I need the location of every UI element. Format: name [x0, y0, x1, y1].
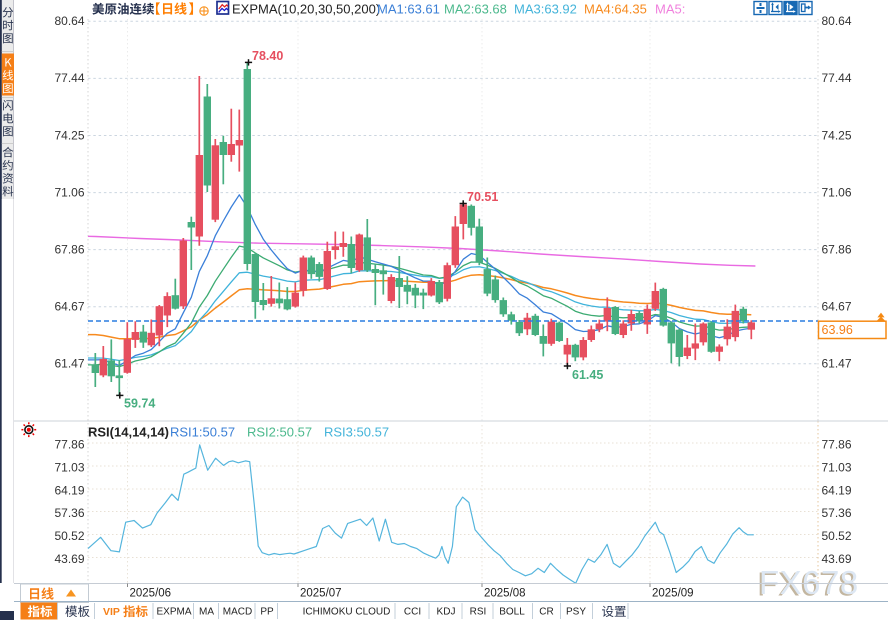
svg-text:43.69: 43.69 [54, 552, 84, 566]
svg-text:63.96: 63.96 [822, 323, 853, 337]
svg-text:MACD: MACD [223, 607, 252, 618]
svg-text:71.03: 71.03 [822, 460, 852, 474]
svg-text:74.25: 74.25 [54, 128, 84, 142]
svg-text:BOLL: BOLL [499, 607, 525, 618]
svg-text:61.47: 61.47 [822, 357, 852, 371]
svg-text:64.19: 64.19 [822, 483, 852, 497]
svg-text:50.52: 50.52 [54, 529, 84, 543]
svg-text:RSI3:50.57: RSI3:50.57 [324, 425, 389, 440]
svg-text:2025/09: 2025/09 [652, 588, 694, 600]
svg-text:64.19: 64.19 [54, 483, 84, 497]
svg-text:77.86: 77.86 [54, 437, 84, 451]
svg-text:77.44: 77.44 [54, 71, 84, 85]
svg-text:CCI: CCI [404, 607, 421, 618]
svg-text:43.69: 43.69 [822, 552, 852, 566]
svg-text:77.44: 77.44 [822, 71, 852, 85]
svg-text:67.86: 67.86 [822, 242, 852, 256]
svg-text:80.64: 80.64 [822, 14, 852, 28]
svg-text:EXPMA(10,20,30,50,200): EXPMA(10,20,30,50,200) [232, 2, 380, 17]
svg-text:PSY: PSY [566, 607, 586, 618]
svg-text:MA2:63.68: MA2:63.68 [444, 2, 507, 17]
svg-text:PP: PP [260, 607, 274, 618]
svg-text:ICHIMOKU CLOUD: ICHIMOKU CLOUD [303, 607, 391, 618]
svg-text:77.86: 77.86 [822, 437, 852, 451]
svg-text:EXPMA: EXPMA [156, 607, 191, 618]
svg-text:2025/08: 2025/08 [484, 588, 526, 600]
svg-text:2025/07: 2025/07 [300, 588, 342, 600]
svg-text:MA1:63.61: MA1:63.61 [377, 2, 440, 17]
svg-text:RSI: RSI [470, 607, 487, 618]
svg-text:61.47: 61.47 [54, 357, 84, 371]
svg-text:MA: MA [199, 607, 214, 618]
svg-text:50.52: 50.52 [822, 529, 852, 543]
svg-text:71.06: 71.06 [822, 185, 852, 199]
svg-text:78.40: 78.40 [252, 49, 283, 63]
svg-text:CR: CR [539, 607, 553, 618]
svg-text:MA3:63.92: MA3:63.92 [514, 2, 577, 17]
svg-text:2025/06: 2025/06 [130, 588, 172, 600]
svg-text:64.67: 64.67 [822, 300, 852, 314]
svg-text:70.51: 70.51 [467, 190, 498, 204]
svg-text:RSI1:50.57: RSI1:50.57 [170, 425, 235, 440]
svg-text:MA5:: MA5: [655, 2, 685, 17]
svg-text:FX678: FX678 [759, 564, 859, 601]
svg-text:RSI2:50.57: RSI2:50.57 [247, 425, 312, 440]
svg-text:MA4:64.35: MA4:64.35 [584, 2, 647, 17]
svg-text:KDJ: KDJ [437, 607, 456, 618]
svg-text:80.64: 80.64 [54, 14, 84, 28]
svg-text:64.67: 64.67 [54, 300, 84, 314]
svg-text:RSI(14,14,14): RSI(14,14,14) [88, 425, 169, 440]
svg-text:67.86: 67.86 [54, 242, 84, 256]
svg-text:74.25: 74.25 [822, 128, 852, 142]
svg-text:59.74: 59.74 [124, 397, 155, 411]
svg-text:57.36: 57.36 [822, 506, 852, 520]
svg-text:VIP: VIP [103, 606, 120, 618]
svg-text:61.45: 61.45 [572, 368, 603, 382]
svg-text:71.06: 71.06 [54, 185, 84, 199]
svg-text:71.03: 71.03 [54, 460, 84, 474]
svg-text:57.36: 57.36 [54, 506, 84, 520]
